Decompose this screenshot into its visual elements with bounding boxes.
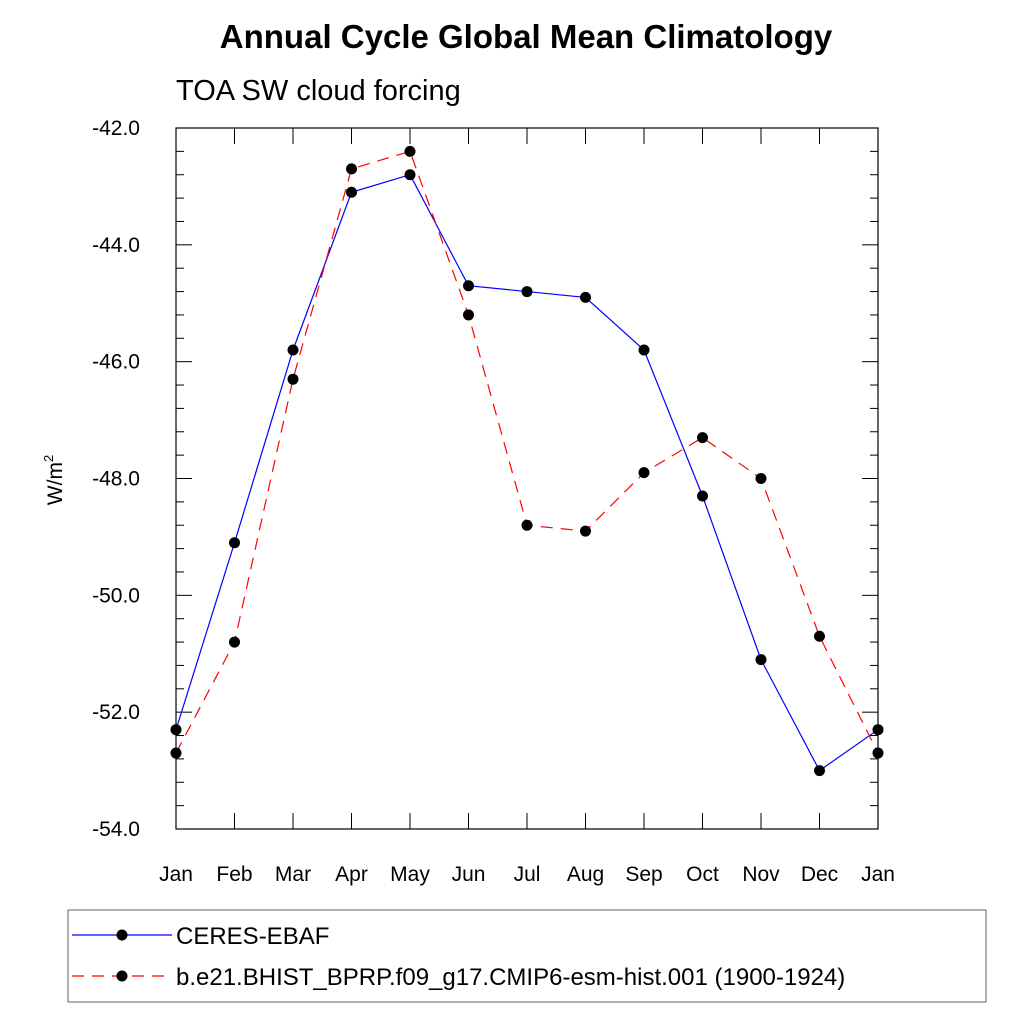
legend-label-model: b.e21.BHIST_BPRP.f09_g17.CMIP6-esm-hist.… — [176, 964, 845, 991]
y-axis-label: W/m2 — [41, 455, 67, 505]
data-point-model — [170, 747, 182, 759]
data-point-model — [872, 747, 884, 759]
data-point-ceres — [404, 169, 416, 181]
x-tick-label: Feb — [216, 863, 252, 886]
x-tick-label: Oct — [686, 863, 719, 886]
legend-marker-ceres — [116, 929, 128, 941]
data-point-model — [463, 309, 474, 321]
x-tick-label: Jan — [861, 863, 895, 886]
data-point-ceres — [463, 280, 474, 292]
data-point-model — [521, 519, 533, 531]
x-tick-label: Apr — [335, 863, 368, 886]
x-tick-label: Sep — [625, 863, 662, 886]
data-point-ceres — [170, 724, 182, 736]
x-tick-label: Jul — [514, 863, 541, 886]
plot-frame — [175, 127, 879, 830]
y-tick-label: -52.0 — [92, 701, 140, 724]
data-point-ceres — [697, 490, 708, 502]
data-point-model — [580, 525, 591, 537]
y-tick-label: -42.0 — [92, 117, 140, 140]
y-tick-label: -48.0 — [92, 468, 140, 491]
x-tick-label: Nov — [742, 863, 780, 886]
data-point-model — [229, 636, 240, 648]
series-line-ceres — [175, 174, 879, 772]
data-point-ceres — [872, 724, 884, 736]
y-tick-label: -44.0 — [92, 234, 140, 257]
data-point-ceres — [521, 286, 533, 298]
data-point-ceres — [229, 537, 240, 549]
y-axis-label-text: W/m — [44, 462, 67, 505]
data-point-model — [697, 432, 708, 444]
x-tick-label: May — [390, 863, 430, 886]
y-tick-label: -46.0 — [92, 351, 140, 374]
data-point-model — [404, 145, 416, 157]
x-tick-label: Jun — [452, 863, 486, 886]
data-point-model — [287, 373, 299, 385]
data-point-ceres — [346, 186, 357, 198]
series-line-model — [175, 150, 879, 754]
data-point-model — [346, 163, 357, 175]
y-axis-label-superscript: 2 — [41, 455, 56, 462]
data-point-model — [638, 467, 650, 479]
data-point-model — [814, 630, 825, 642]
data-point-ceres — [287, 344, 299, 356]
legend-label-ceres: CERES-EBAF — [176, 923, 329, 950]
plot-area: -42.0 -44.0 -46.0 -48.0 -50.0 -52.0 -54.0 Jan Fe… — [92, 117, 895, 886]
data-point-ceres — [580, 291, 591, 303]
legend: CERES-EBAF b.e21.BHIST_BPRP.f09_g17.CMIP… — [67, 909, 987, 1003]
y-tick-label: -50.0 — [92, 584, 140, 607]
x-tick-label: Dec — [801, 863, 838, 886]
chart-title: Annual Cycle Global Mean Climatology — [220, 18, 833, 55]
chart-subtitle: TOA SW cloud forcing — [176, 75, 461, 107]
data-point-ceres — [638, 344, 650, 356]
x-tick-label: Mar — [275, 863, 311, 886]
legend-marker-model — [116, 970, 128, 982]
y-tick-label: -54.0 — [92, 818, 140, 841]
x-tick-label: Aug — [567, 863, 604, 886]
legend-box — [67, 909, 987, 1003]
data-point-ceres — [755, 654, 767, 666]
data-point-model — [755, 473, 767, 484]
data-point-ceres — [814, 765, 825, 777]
x-tick-label: Jan — [159, 863, 193, 886]
